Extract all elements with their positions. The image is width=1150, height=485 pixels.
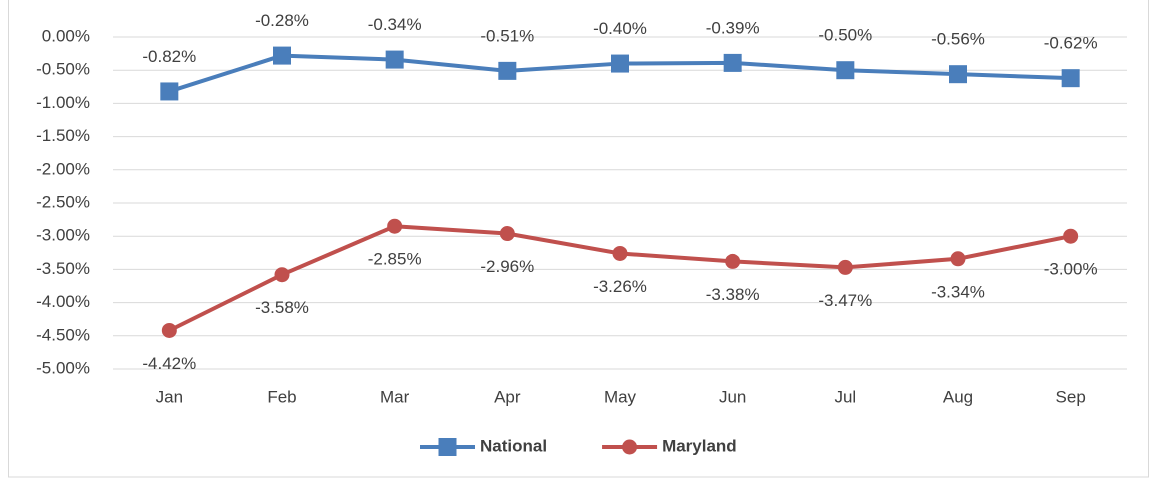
x-tick-label: May	[604, 387, 637, 406]
data-point	[273, 46, 291, 65]
y-tick-label: -4.00%	[36, 292, 90, 311]
y-tick-label: -2.00%	[36, 159, 90, 178]
data-label: -0.82%	[142, 47, 196, 66]
x-tick-label: Apr	[494, 387, 521, 406]
data-point	[1061, 69, 1080, 88]
x-tick-label: Aug	[943, 387, 973, 406]
data-label: -0.62%	[1044, 34, 1098, 53]
data-point	[498, 61, 517, 80]
data-label: -0.28%	[255, 11, 309, 30]
y-tick-label: -3.00%	[36, 226, 90, 245]
y-tick-label: -5.00%	[36, 358, 90, 377]
chart-frame	[8, 0, 1149, 478]
data-point	[950, 251, 966, 267]
data-label: -2.85%	[368, 250, 422, 269]
data-point	[611, 54, 629, 73]
y-tick-label: -3.50%	[36, 259, 90, 278]
data-point	[836, 61, 855, 80]
data-label: -0.51%	[480, 26, 534, 45]
legend-label: Maryland	[662, 436, 737, 455]
data-point	[161, 322, 177, 338]
data-label: -2.96%	[480, 257, 534, 276]
y-tick-label: 0.00%	[42, 26, 90, 45]
y-tick-label: -4.50%	[36, 325, 90, 344]
data-point	[387, 218, 403, 234]
y-tick-label: -1.50%	[36, 126, 90, 145]
data-label: -3.47%	[818, 291, 872, 310]
data-point	[385, 50, 404, 69]
data-label: -0.50%	[818, 26, 872, 45]
data-point	[612, 245, 628, 261]
data-label: -4.42%	[142, 354, 196, 373]
data-point	[1063, 228, 1079, 244]
data-label: -0.56%	[931, 30, 985, 49]
data-point	[499, 226, 515, 242]
data-point	[949, 65, 967, 84]
x-tick-label: Jun	[719, 387, 746, 406]
y-tick-label: -2.50%	[36, 192, 90, 211]
data-point	[725, 253, 741, 269]
data-point	[160, 82, 179, 101]
legend-marker	[438, 438, 457, 456]
x-tick-label: Sep	[1056, 387, 1086, 406]
data-point	[723, 53, 742, 72]
data-label: -3.58%	[255, 298, 309, 317]
data-label: -0.40%	[593, 19, 647, 38]
y-tick-label: -1.00%	[36, 93, 90, 112]
x-tick-label: Jul	[834, 387, 856, 406]
x-tick-label: Jan	[156, 387, 183, 406]
legend-label: National	[480, 436, 547, 455]
data-label: -0.39%	[706, 18, 760, 37]
x-tick-label: Feb	[267, 387, 296, 406]
x-tick-label: Mar	[380, 387, 410, 406]
data-point	[837, 259, 853, 275]
legend-marker	[622, 439, 638, 455]
data-label: -3.26%	[593, 277, 647, 296]
data-label: -3.34%	[931, 282, 985, 301]
data-label: -3.38%	[706, 285, 760, 304]
data-label: -0.34%	[368, 15, 422, 34]
y-tick-label: -0.50%	[36, 60, 90, 79]
data-label: -3.00%	[1044, 260, 1098, 279]
data-point	[274, 267, 290, 283]
